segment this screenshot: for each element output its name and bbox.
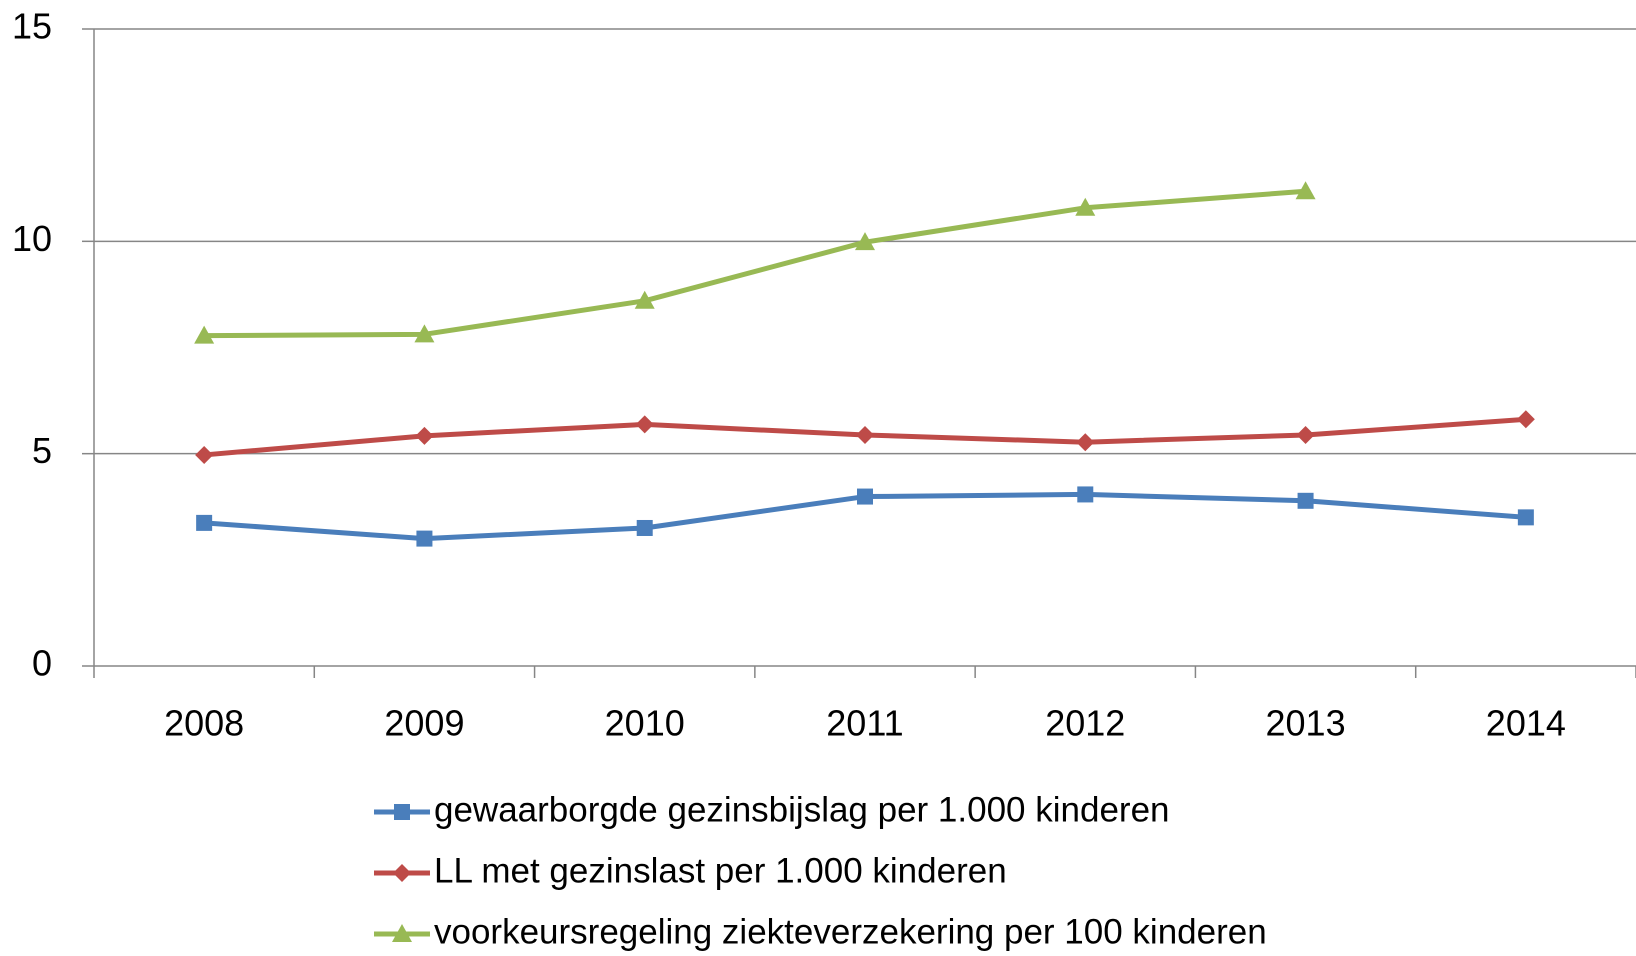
x-tick-label: 2013 [1266,703,1346,744]
y-tick-label: 10 [12,218,52,259]
x-tick-label: 2009 [384,703,464,744]
marker [196,514,213,531]
marker [392,924,412,942]
x-tick-label: 2014 [1486,703,1566,744]
marker [1516,410,1535,429]
marker [855,232,875,251]
marker [1517,509,1534,526]
marker [1297,492,1314,509]
marker [857,488,873,505]
marker [394,804,410,820]
marker [393,864,411,882]
marker [416,530,433,547]
series-line [204,188,1306,339]
marker [1295,181,1316,200]
y-tick-label: 5 [32,430,52,471]
marker [195,445,214,464]
marker [415,426,434,445]
legend-label: gewaarborgde gezinsbijslag per 1.000 kin… [434,790,1170,829]
marker [414,324,435,343]
marker [634,290,655,309]
legend: gewaarborgde gezinsbijslag per 1.000 kin… [374,790,1267,951]
y-tick-label: 0 [32,643,52,684]
marker [635,415,654,434]
x-tick-label: 2008 [164,703,244,744]
x-tick-label: 2012 [1045,703,1125,744]
marker [856,425,874,444]
marker [194,325,215,344]
x-tick-label: 2010 [605,703,685,744]
legend-label: voorkeursregeling ziekteverzekering per … [434,912,1267,951]
marker [1296,425,1315,444]
marker [1076,433,1095,452]
legend-label: LL met gezinslast per 1.000 kinderen [434,851,1007,890]
marker [636,519,653,536]
marker [1075,197,1096,216]
x-tick-label: 2011 [826,703,903,744]
marker [1077,486,1094,503]
y-tick-label: 15 [12,6,52,47]
